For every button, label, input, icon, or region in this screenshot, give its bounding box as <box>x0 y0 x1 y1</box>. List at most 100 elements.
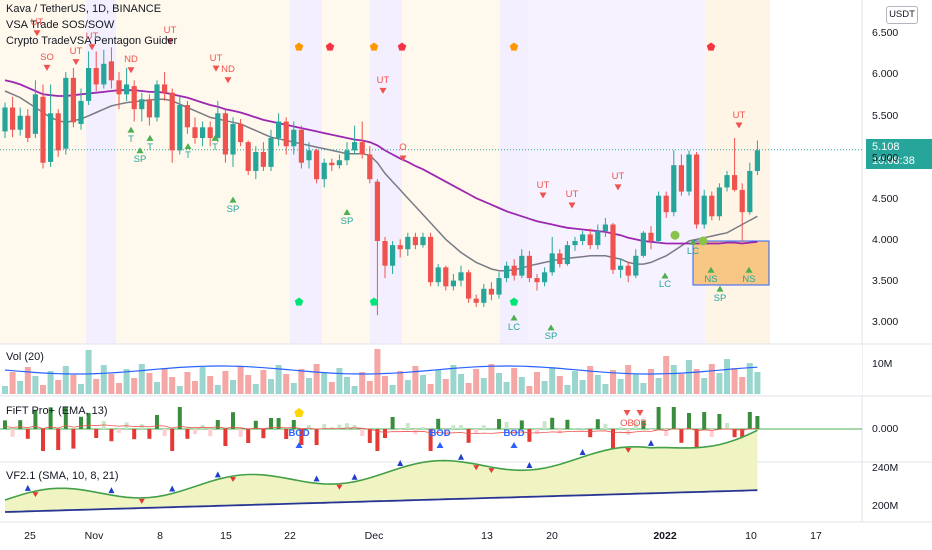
candle-body <box>473 298 479 303</box>
fift-histogram-bar <box>246 429 251 443</box>
support-label: T <box>185 150 191 162</box>
session-shade <box>500 0 528 344</box>
candle-body <box>405 236 411 250</box>
volume-bar <box>9 372 16 394</box>
buy-arrow-marker <box>211 134 219 141</box>
pentagon-marker-bottom <box>509 297 519 306</box>
volume-bar <box>207 376 214 394</box>
candle-body <box>101 63 107 85</box>
candle-body <box>587 234 593 246</box>
volume-bar <box>397 371 404 394</box>
volume-bar <box>549 367 556 394</box>
buy-arrow-marker <box>343 209 351 216</box>
vf-red-marker <box>32 492 39 498</box>
fift-histogram-bar <box>345 423 349 429</box>
sell-arrow-marker <box>224 77 232 84</box>
fift-histogram-bar <box>747 412 752 429</box>
volume-bar <box>686 360 692 394</box>
volume-bar <box>579 380 586 394</box>
fift-histogram-bar <box>641 420 646 429</box>
candle-body <box>686 154 692 192</box>
volume-bar <box>17 381 24 394</box>
volume-bar <box>640 383 647 394</box>
pentagon-marker-top <box>294 42 304 51</box>
fift-histogram-bar <box>535 429 539 434</box>
fift-up-marker <box>295 442 303 448</box>
volume-bar <box>351 386 358 394</box>
fift-histogram-bar <box>595 419 600 429</box>
vf-red-marker <box>473 465 480 471</box>
vf-red-marker <box>230 476 236 482</box>
vf-blue-marker <box>313 475 320 482</box>
candle-body <box>519 255 525 276</box>
x-tick-label: 25 <box>24 530 36 542</box>
fift-histogram-bar <box>542 421 547 429</box>
volume-bar <box>594 375 601 394</box>
candle-body <box>2 107 8 132</box>
currency-button[interactable]: USDT <box>886 6 918 24</box>
fift-histogram-bar <box>725 423 729 429</box>
candle-body <box>709 195 715 217</box>
candle-body <box>63 77 69 149</box>
volume-bar <box>534 372 540 394</box>
candle-body <box>70 77 76 123</box>
vf-blue-marker <box>24 484 31 491</box>
fift-histogram-bar <box>253 420 258 429</box>
candle-body <box>511 265 517 276</box>
volume-bar <box>275 365 282 394</box>
volume-bar <box>260 370 267 394</box>
fift-histogram-bar <box>504 422 509 429</box>
vf-axis-label: 240M <box>872 462 899 474</box>
candle-body <box>32 94 38 134</box>
vf-blue-marker <box>108 487 115 494</box>
volume-bar <box>359 372 366 394</box>
session-shade <box>370 0 402 344</box>
sell-arrow-marker <box>72 59 80 66</box>
pentagon-marker-top <box>397 42 407 51</box>
candle-body <box>390 245 396 266</box>
candle-body <box>146 99 152 118</box>
fift-histogram-bar <box>740 429 745 442</box>
support-label: T <box>128 133 134 145</box>
buy-arrow-marker <box>689 238 697 245</box>
fift-ob-label: OB <box>633 418 647 429</box>
sell-arrow-marker <box>88 44 96 51</box>
vf-blue-marker <box>351 473 358 480</box>
purple-ema-line <box>4 79 758 245</box>
volume-bar <box>268 379 274 394</box>
volume-bar <box>731 368 738 394</box>
buy-arrow-marker <box>510 314 518 321</box>
candle-body <box>245 142 251 171</box>
pentagon-marker-top <box>509 42 519 51</box>
volume-bar <box>336 368 343 394</box>
candle-body <box>648 232 654 241</box>
fift-histogram-bar <box>611 429 615 450</box>
x-tick-label: 20 <box>546 530 558 542</box>
fift-histogram-bar <box>755 416 760 429</box>
volume-bar <box>389 385 396 394</box>
candle-body <box>154 84 160 118</box>
fift-histogram-bar <box>269 418 273 429</box>
fift-histogram-bar <box>33 409 38 429</box>
sell-arrow-marker <box>399 155 407 162</box>
candle-body <box>215 113 221 138</box>
buy-arrow-marker <box>547 324 555 331</box>
volume-bar <box>146 373 153 394</box>
buy-arrow-marker <box>661 272 669 279</box>
candle-body <box>435 267 441 283</box>
indicator-pentagon-label: Crypto TradeVSA Pentagon Guider <box>6 35 178 47</box>
session-shade <box>58 0 86 344</box>
fift-histogram-bar <box>679 429 684 443</box>
upthrust-label: UT <box>163 25 177 37</box>
candle-body <box>618 265 624 270</box>
volume-bar <box>382 376 388 394</box>
sell-arrow-marker <box>127 67 135 74</box>
fift-histogram-bar <box>580 427 585 429</box>
candle-body <box>557 253 563 265</box>
vf-red-marker <box>336 484 343 490</box>
candle-body <box>595 231 601 246</box>
volume-bar <box>306 378 312 394</box>
vf-axis-label: 200M <box>872 500 899 512</box>
volume-bar <box>32 376 39 394</box>
